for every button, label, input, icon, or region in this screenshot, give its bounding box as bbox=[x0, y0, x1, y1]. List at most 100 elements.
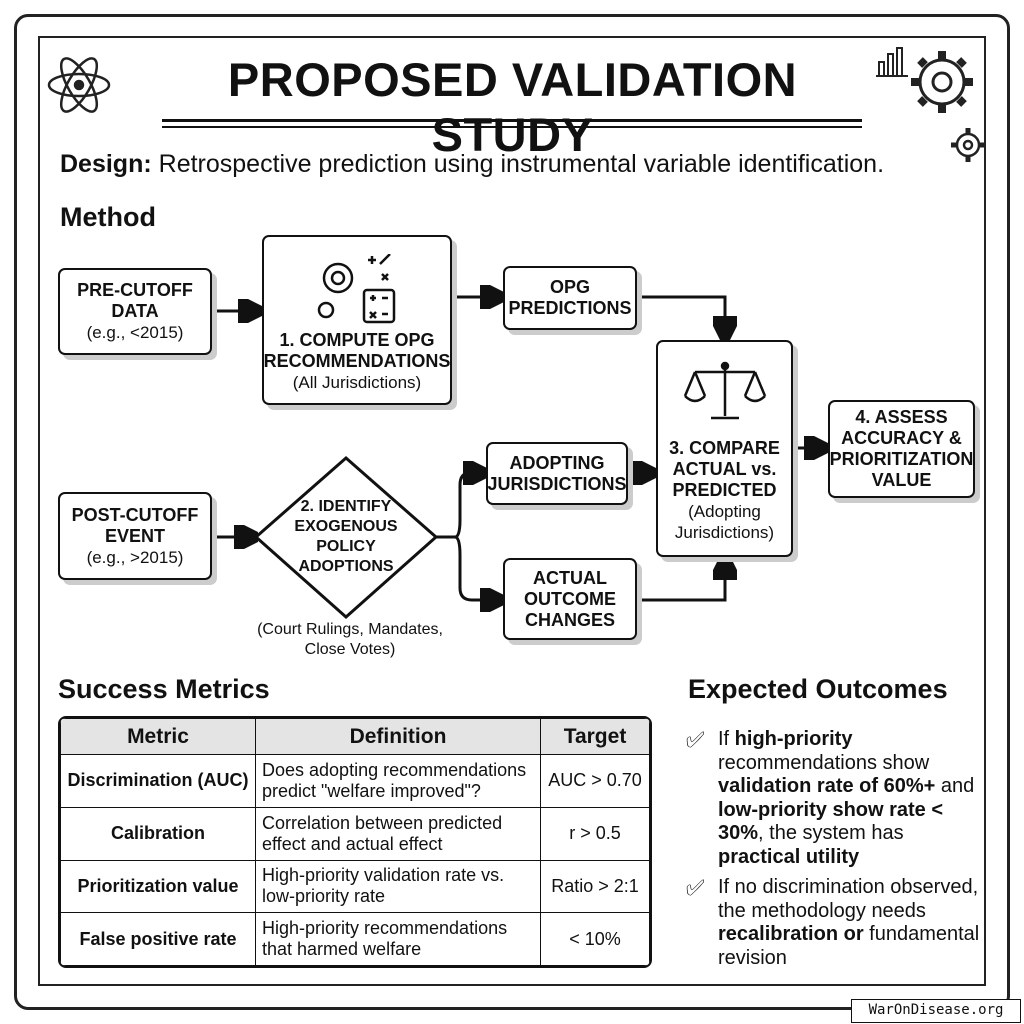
box-label: DATA bbox=[111, 301, 159, 321]
box-label: PRE-CUTOFF bbox=[77, 280, 193, 300]
box-label: CHANGES bbox=[524, 609, 615, 630]
target-cell: r > 0.5 bbox=[540, 806, 650, 861]
design-text: Retrospective prediction using instrumen… bbox=[158, 150, 885, 178]
compute-recommendations-box: 1. COMPUTE OPG RECOMMENDATIONS (All Jurisd… bbox=[262, 235, 452, 405]
table-row: Discrimination (AUC) Does adopting recomm… bbox=[60, 754, 650, 808]
outcome-emphasis: recalibration or bbox=[718, 923, 864, 945]
title-underline bbox=[162, 126, 862, 128]
outcome-text: If no discrimination observed, the metho… bbox=[718, 876, 979, 922]
box-label: ACTUAL bbox=[533, 567, 607, 588]
definition-cell: High-priority validation rate vs. low-pr… bbox=[255, 859, 541, 914]
title-underline bbox=[162, 119, 862, 122]
identify-diamond bbox=[253, 456, 439, 620]
outcome-emphasis: high-priority bbox=[734, 728, 853, 750]
target-cell: Ratio > 2:1 bbox=[540, 859, 650, 914]
page-title: PROPOSED VALIDATION STUDY bbox=[227, 53, 798, 161]
diamond-label: ADOPTIONS bbox=[298, 558, 394, 575]
outer-frame bbox=[14, 14, 1010, 1010]
bar-chart-icon bbox=[876, 47, 908, 77]
actual-outcome-changes-box: ACTUAL OUTCOME CHANGES bbox=[503, 558, 637, 640]
arrow-identify-to-adopting bbox=[436, 473, 481, 539]
target-cell: AUC > 0.70 bbox=[540, 754, 650, 808]
table-row: False positive rate High-priority recomme… bbox=[60, 912, 650, 966]
box-label: EVENT bbox=[104, 525, 165, 546]
box-note: (e.g., <2015) bbox=[86, 323, 184, 342]
target-cell: < 10% bbox=[540, 912, 650, 966]
design-statement: Design: Retrospective prediction using i… bbox=[60, 150, 884, 179]
diamond-label: EXOGENOUS bbox=[294, 518, 398, 535]
outcome-item: ✅︎ If high-priority recommendations show… bbox=[686, 727, 988, 869]
box-label: ACTUAL vs. bbox=[672, 459, 777, 479]
outcome-text: fundamental revision bbox=[718, 923, 980, 969]
box-label: ACCURACY & bbox=[841, 428, 962, 448]
diamond-label: POLICY bbox=[316, 538, 376, 555]
outcome-text: , the system has bbox=[758, 822, 904, 844]
outcome-text: If bbox=[718, 728, 735, 750]
definition-cell: Correlation between predicted effect and… bbox=[255, 806, 541, 861]
box-label: PREDICTIONS bbox=[508, 298, 632, 318]
box-label: PRIORITIZATION bbox=[829, 449, 974, 469]
box-label: JURISDICTIONS bbox=[487, 473, 627, 494]
design-label: Design: bbox=[60, 150, 152, 178]
assess-box: 4. ASSESS ACCURACY & PRIORITIZATION VALUE bbox=[828, 400, 975, 498]
calculator-gear-icon bbox=[317, 254, 396, 324]
box-label: OUTCOME bbox=[524, 588, 616, 609]
success-metrics-heading: Success Metrics bbox=[58, 674, 270, 704]
metric-cell: Discrimination (AUC) bbox=[60, 754, 256, 808]
adopting-jurisdictions-box: ADOPTING JURISDICTIONS bbox=[486, 442, 628, 505]
table-row: Prioritization value High-priority valida… bbox=[60, 859, 650, 914]
box-label: PREDICTED bbox=[672, 480, 777, 500]
arrow-identify-to-actual bbox=[454, 535, 498, 600]
identify-caption: (Court Rulings, Mandates, Close Votes) bbox=[230, 620, 470, 660]
method-heading: Method bbox=[60, 202, 156, 232]
column-header: Target bbox=[540, 718, 650, 755]
metric-cell: Calibration bbox=[60, 806, 256, 861]
column-header: Definition bbox=[255, 718, 541, 755]
post-cutoff-event-box: POST-CUTOFF EVENT (e.g., >2015) bbox=[58, 492, 212, 580]
box-label: OPG bbox=[549, 277, 590, 297]
compare-box: 3. COMPARE ACTUAL vs. PREDICTED (Adopting Ju… bbox=[656, 340, 793, 557]
atom-icon bbox=[47, 57, 111, 113]
outcome-text: recommendations show bbox=[718, 751, 930, 774]
identify-diamond-label: 2. IDENTIFY EXOGENOUS POLICY ADOPTIONS bbox=[270, 497, 422, 577]
box-label: RECOMMENDATIONS bbox=[263, 351, 451, 371]
box-note: (Adopting bbox=[688, 502, 761, 521]
diamond-label: 2. IDENTIFY bbox=[300, 498, 392, 515]
check-circle-icon: ✅︎ bbox=[686, 727, 705, 752]
box-label: VALUE bbox=[871, 470, 932, 490]
outcome-text: and bbox=[935, 775, 975, 797]
arrow-opg-to-compare bbox=[637, 295, 725, 334]
definition-cell: Does adopting recommendations predict "w… bbox=[255, 754, 541, 808]
metric-cell: Prioritization value bbox=[60, 859, 256, 914]
box-note: (All Jurisdictions) bbox=[292, 373, 422, 392]
gear-icon bbox=[911, 51, 973, 113]
success-metrics-table: Metric Definition Target Discrimination (A… bbox=[58, 716, 652, 968]
pre-cutoff-data-box: PRE-CUTOFF DATA (e.g., <2015) bbox=[58, 268, 212, 355]
caption-line: Close Votes) bbox=[304, 641, 396, 658]
table-row: Calibration Correlation between predicted… bbox=[60, 806, 650, 861]
arrow-actual-to-compare bbox=[637, 562, 725, 602]
box-label: POST-CUTOFF bbox=[71, 504, 199, 525]
scales-icon bbox=[683, 361, 766, 420]
outcome-emphasis: validation rate of 60%+ bbox=[718, 775, 936, 797]
outcome-emphasis: low-priority show rate < 30% bbox=[718, 798, 944, 845]
opg-predictions-box: OPG PREDICTIONS bbox=[503, 266, 637, 330]
box-label: 3. COMPARE bbox=[669, 438, 780, 458]
box-label: 1. COMPUTE OPG bbox=[279, 330, 435, 350]
column-header: Metric bbox=[60, 718, 256, 755]
outcome-emphasis: practical utility bbox=[718, 845, 860, 868]
box-note: (e.g., >2015) bbox=[86, 547, 184, 567]
box-label: ADOPTING bbox=[509, 452, 605, 473]
box-label: 4. ASSESS bbox=[855, 407, 948, 427]
caption-line: (Court Rulings, Mandates, bbox=[257, 621, 443, 638]
outcome-item: ✅︎ If no discrimination observed, the me… bbox=[686, 875, 988, 970]
expected-outcomes-heading: Expected Outcomes bbox=[688, 674, 948, 704]
definition-cell: High-priority recommendations that harme… bbox=[255, 912, 541, 966]
watermark: WarOnDisease.org bbox=[851, 999, 1021, 1023]
table-header-row: Metric Definition Target bbox=[60, 718, 650, 755]
metric-cell: False positive rate bbox=[60, 912, 256, 966]
check-circle-icon: ✅︎ bbox=[686, 875, 705, 900]
gear-icon bbox=[951, 128, 985, 162]
box-note: Jurisdictions) bbox=[674, 523, 775, 542]
